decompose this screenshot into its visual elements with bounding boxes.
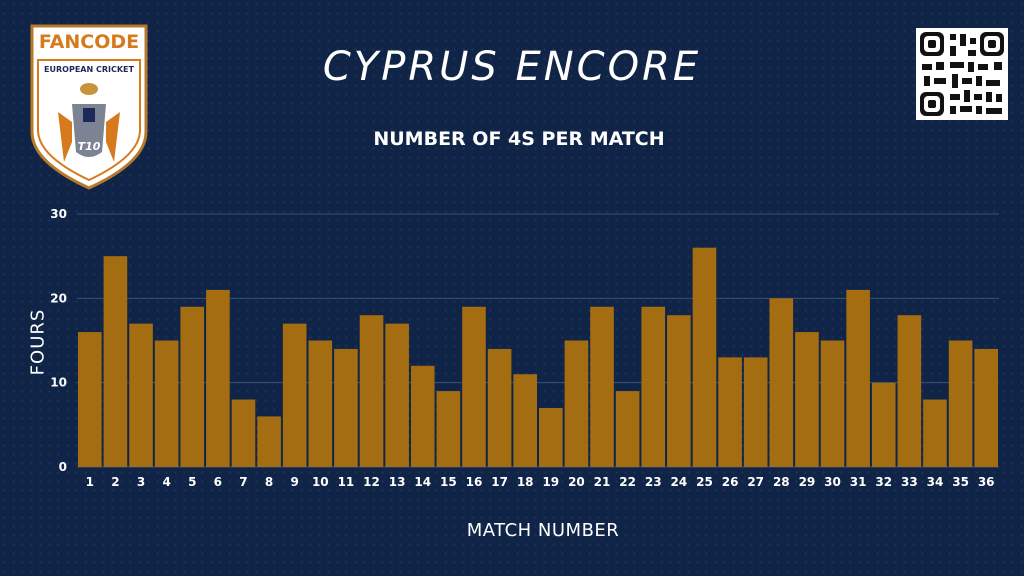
x-tick-label: 3 — [137, 475, 145, 489]
x-tick-label: 11 — [338, 475, 355, 489]
y-tick-label: 0 — [59, 460, 67, 474]
x-tick-label: 4 — [162, 475, 170, 489]
chart-title: NUMBER OF 4S PER MATCH — [373, 128, 665, 150]
bar-match-19 — [539, 407, 563, 467]
x-tick-label: 36 — [978, 475, 995, 489]
x-tick-label: 22 — [619, 475, 636, 489]
x-tick-label: 25 — [696, 475, 713, 489]
bar-match-4 — [154, 340, 179, 467]
bar-match-17 — [487, 348, 512, 467]
x-tick-label: 23 — [645, 475, 662, 489]
x-tick-label: 12 — [363, 475, 380, 489]
bar-match-30 — [820, 340, 845, 467]
x-tick-label: 2 — [111, 475, 119, 489]
bar-match-5 — [180, 306, 205, 467]
bar-match-29 — [795, 332, 819, 467]
logo-wordmark: FANCODE — [39, 31, 139, 53]
bar-match-16 — [462, 306, 486, 467]
x-axis-label: MATCH NUMBER — [466, 520, 620, 541]
y-tick-label: 10 — [50, 376, 67, 390]
x-tick-label: 16 — [466, 475, 483, 489]
bar-match-36 — [974, 348, 998, 467]
fancode-european-cricket-logo: FANCODE EUROPEAN CRICKET T10 — [30, 24, 148, 190]
bar-match-8 — [257, 416, 281, 467]
bar-match-27 — [743, 357, 768, 467]
bar-match-13 — [385, 323, 409, 467]
x-tick-label: 6 — [214, 475, 222, 489]
qr-code-icon — [916, 28, 1008, 120]
page-title: CYPRUS ENCORE — [322, 44, 702, 90]
x-tick-label: 20 — [568, 475, 585, 489]
bar-match-15 — [436, 391, 461, 467]
bar-match-26 — [718, 357, 742, 467]
x-tick-label: 8 — [265, 475, 273, 489]
bar-match-2 — [103, 256, 128, 467]
x-tick-label: 5 — [188, 475, 196, 489]
bar-match-33 — [897, 315, 922, 467]
x-tick-label: 26 — [722, 475, 739, 489]
x-tick-label: 24 — [671, 475, 688, 489]
bar-match-35 — [948, 340, 973, 467]
bar-match-3 — [129, 323, 153, 467]
x-tick-label: 7 — [239, 475, 247, 489]
x-tick-label: 28 — [773, 475, 790, 489]
logo-subtext: EUROPEAN CRICKET — [44, 65, 134, 74]
x-tick-label: 32 — [875, 475, 892, 489]
x-tick-label: 15 — [440, 475, 457, 489]
x-tick-label: 35 — [952, 475, 969, 489]
bar-match-28 — [769, 298, 794, 467]
bar-match-11 — [334, 348, 358, 467]
x-tick-label: 1 — [86, 475, 94, 489]
bar-match-32 — [871, 382, 896, 467]
logo-badge: T10 — [78, 140, 101, 153]
y-tick-label: 20 — [50, 291, 67, 305]
bar-match-12 — [359, 315, 384, 467]
x-tick-label: 18 — [517, 475, 534, 489]
x-tick-label: 19 — [542, 475, 559, 489]
bar-match-7 — [231, 399, 256, 467]
bar-match-22 — [615, 391, 640, 467]
x-tick-label: 17 — [491, 475, 508, 489]
x-tick-label: 21 — [594, 475, 611, 489]
x-tick-label: 27 — [747, 475, 764, 489]
x-tick-label: 29 — [799, 475, 816, 489]
bar-match-34 — [923, 399, 947, 467]
bar-match-21 — [590, 306, 614, 467]
bar-match-31 — [846, 289, 870, 467]
bar-match-6 — [206, 289, 230, 467]
bar-match-24 — [667, 315, 691, 467]
x-tick-label: 10 — [312, 475, 329, 489]
x-tick-label: 33 — [901, 475, 918, 489]
bar-match-14 — [410, 365, 435, 467]
x-tick-label: 13 — [389, 475, 406, 489]
x-tick-label: 30 — [824, 475, 841, 489]
bar-match-10 — [308, 340, 333, 467]
x-tick-label: 31 — [850, 475, 867, 489]
x-tick-label: 9 — [291, 475, 299, 489]
bar-match-20 — [564, 340, 589, 467]
bar-match-23 — [641, 306, 666, 467]
y-axis-label: FOURS — [27, 308, 49, 376]
y-tick-label: 30 — [50, 207, 67, 221]
bar-match-1 — [78, 332, 102, 467]
x-tick-label: 34 — [927, 475, 944, 489]
x-tick-label: 14 — [414, 475, 431, 489]
bar-match-9 — [282, 323, 307, 467]
bar-match-18 — [513, 374, 537, 467]
bar-match-25 — [692, 247, 717, 467]
